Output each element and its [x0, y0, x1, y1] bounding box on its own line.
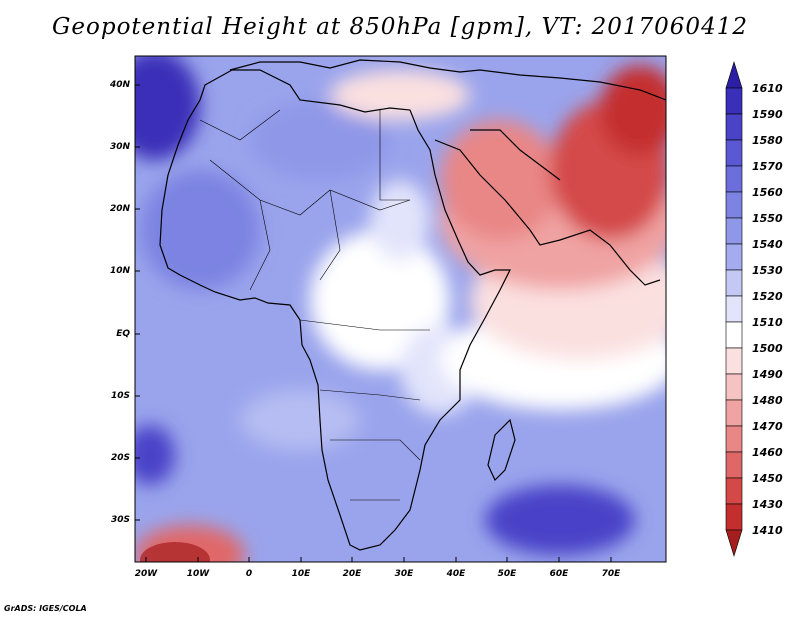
- lon-label: 70E: [601, 569, 621, 579]
- colorbar-swatch: [725, 295, 743, 323]
- colorbar-swatch: [725, 113, 743, 141]
- lon-label: 10W: [186, 569, 210, 579]
- colorbar-swatch: [725, 217, 743, 245]
- lat-label: 10N: [109, 266, 130, 276]
- lat-label: 40N: [109, 80, 130, 90]
- lon-label: 0: [245, 569, 253, 579]
- colorbar-swatch: [725, 269, 743, 297]
- lon-label: 10E: [291, 569, 311, 579]
- colorbar-swatch: [725, 451, 743, 479]
- colorbar-label: 1610: [752, 82, 783, 95]
- colorbar-label: 1470: [752, 420, 783, 433]
- lon-label: 50E: [497, 569, 517, 579]
- lon-label: 60E: [549, 569, 569, 579]
- colorbar-label: 1590: [752, 108, 783, 121]
- colorbar-label: 1500: [752, 342, 783, 355]
- colorbar-swatch: [725, 373, 743, 401]
- colorbar-swatch: [725, 321, 743, 349]
- colorbar: [725, 60, 743, 558]
- colorbar-swatch: [725, 503, 743, 531]
- colorbar-label: 1510: [752, 316, 783, 329]
- map-title: Geopotential Height at 850hPa [gpm], VT:…: [52, 14, 748, 40]
- colorbar-swatch: [725, 87, 743, 115]
- colorbar-label: 1550: [752, 212, 783, 225]
- colorbar-label: 1520: [752, 290, 783, 303]
- colorbar-swatch: [725, 425, 743, 453]
- colorbar-swatch: [725, 191, 743, 219]
- colorbar-swatch: [725, 139, 743, 167]
- colorbar-swatch: [725, 243, 743, 271]
- lat-label: 10S: [110, 391, 130, 401]
- lon-label: 20E: [342, 569, 362, 579]
- colorbar-label: 1410: [752, 524, 783, 537]
- lat-label: 20N: [109, 204, 130, 214]
- colorbar-label: 1570: [752, 160, 783, 173]
- axis-ticks: [135, 84, 612, 562]
- colorbar-label: 1460: [752, 446, 783, 459]
- height-field: [135, 56, 666, 562]
- lat-label: 20S: [110, 453, 130, 463]
- colorbar-label: 1450: [752, 472, 783, 485]
- coastlines: [159, 59, 666, 551]
- colorbar-label: 1560: [752, 186, 783, 199]
- lon-label: 30E: [394, 569, 414, 579]
- colorbar-swatch: [725, 529, 743, 558]
- colorbar-swatch: [725, 347, 743, 375]
- lat-label: 30N: [109, 142, 130, 152]
- lon-label: 40E: [446, 569, 466, 579]
- colorbar-label: 1530: [752, 264, 783, 277]
- lat-label: 30S: [110, 515, 130, 525]
- colorbar-label: 1580: [752, 134, 783, 147]
- colorbar-swatch: [725, 477, 743, 505]
- lat-label: EQ: [116, 329, 130, 339]
- colorbar-swatch: [725, 165, 743, 193]
- lon-label: 20W: [134, 569, 158, 579]
- credit-text: GrADS: IGES/COLA: [4, 604, 87, 613]
- colorbar-label: 1430: [752, 498, 783, 511]
- colorbar-label: 1490: [752, 368, 783, 381]
- colorbar-swatch: [725, 399, 743, 427]
- borders: [199, 109, 430, 501]
- colorbar-label: 1480: [752, 394, 783, 407]
- colorbar-swatch: [725, 60, 743, 89]
- colorbar-label: 1540: [752, 238, 783, 251]
